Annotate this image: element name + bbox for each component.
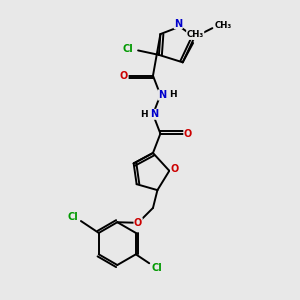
Text: N: N [150, 109, 158, 119]
Text: O: O [134, 218, 142, 228]
Text: N: N [194, 30, 202, 40]
Text: Cl: Cl [152, 263, 163, 273]
Text: N: N [174, 19, 182, 29]
Text: N: N [158, 90, 166, 100]
Text: O: O [120, 71, 128, 81]
Text: O: O [184, 129, 192, 139]
Text: H: H [140, 110, 147, 119]
Text: CH₃: CH₃ [214, 21, 231, 30]
Text: O: O [170, 164, 179, 174]
Text: Cl: Cl [122, 44, 133, 54]
Text: CH₃: CH₃ [187, 31, 204, 40]
Text: H: H [169, 90, 177, 99]
Text: Cl: Cl [68, 212, 78, 222]
